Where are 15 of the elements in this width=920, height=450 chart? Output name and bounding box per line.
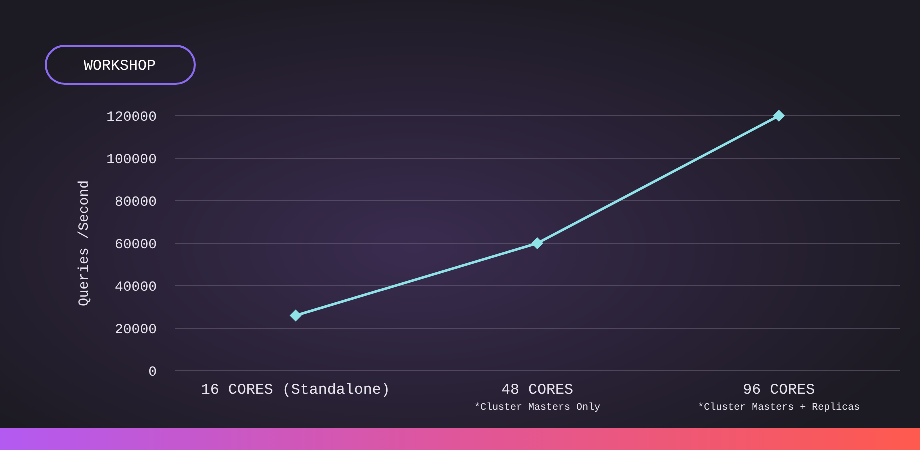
y-axis-title: Queries /Second bbox=[77, 180, 93, 307]
point bbox=[290, 310, 302, 322]
y-tick-label: 100000 bbox=[106, 152, 157, 168]
y-tick-label: 0 bbox=[148, 364, 157, 381]
point bbox=[773, 110, 786, 122]
y-tick-label: 20000 bbox=[114, 322, 157, 338]
y-tick-label: 120000 bbox=[106, 110, 157, 126]
y-tick-label: 40000 bbox=[114, 280, 157, 296]
chart-title: WORKSHOP bbox=[84, 58, 156, 75]
x-tick-label: 48 CORES *Cluster Masters Only bbox=[474, 382, 601, 414]
y-tick-label: 60000 bbox=[114, 237, 157, 254]
x-tick-label: 16 CORES (Standalone) bbox=[201, 382, 390, 399]
y-tick-label: 80000 bbox=[114, 194, 157, 211]
point bbox=[532, 238, 544, 250]
x-tick-label: 96 CORES *Cluster Masters + Replicas bbox=[698, 382, 860, 414]
